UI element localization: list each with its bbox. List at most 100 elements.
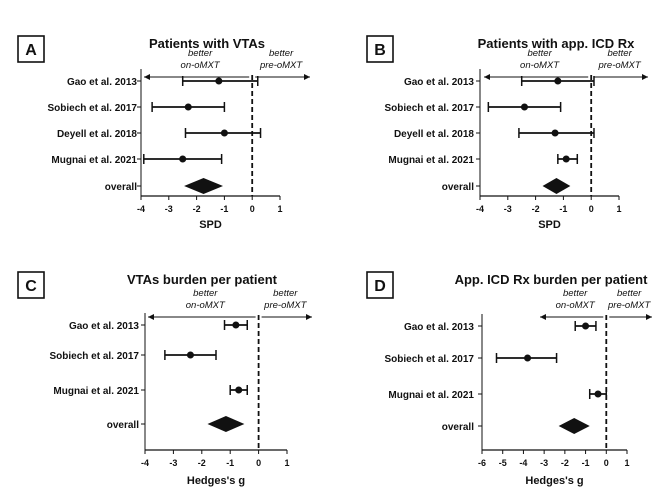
overall-diamond	[542, 178, 571, 194]
study-label: Mugnai et al. 2021	[53, 386, 139, 397]
x-tick-label: -2	[193, 204, 201, 214]
x-tick-label: -4	[476, 204, 484, 214]
annotation-right-line: pre-oMXT	[263, 300, 307, 311]
annotation-left-line: on-oMXT	[520, 60, 560, 71]
overall-label: overall	[442, 422, 474, 433]
x-tick-label: 1	[616, 204, 621, 214]
panel-title: VTAs burden per patient	[127, 272, 278, 287]
arrow-left-head	[484, 74, 490, 80]
study-label: Mugnai et al. 2021	[51, 155, 137, 166]
point-estimate	[186, 351, 194, 359]
panel-d: D App. ICD Rx burden per patientbetteron-…	[366, 271, 652, 487]
point-estimate	[554, 77, 562, 85]
study-label: Sobiech et al. 2017	[50, 351, 140, 362]
x-axis-label: SPD	[199, 219, 222, 231]
annotation-left-line: on-oMXT	[181, 60, 221, 71]
study-label: Gao et al. 2013	[404, 322, 474, 333]
annotation-right-line: better	[269, 48, 294, 59]
x-tick-label: -3	[540, 458, 548, 468]
annotation-left-line: better	[188, 48, 213, 59]
study-label: Sobiech et al. 2017	[385, 354, 475, 365]
annotation-left-line: better	[527, 48, 552, 59]
study-label: Mugnai et al. 2021	[388, 155, 474, 166]
arrow-left-head	[144, 74, 150, 80]
x-axis-label: Hedges's g	[187, 475, 245, 487]
point-estimate	[215, 77, 223, 85]
arrow-right-head	[304, 74, 310, 80]
x-tick-label: -6	[478, 458, 486, 468]
x-tick-label: -4	[137, 204, 145, 214]
annotation-right-line: better	[607, 48, 632, 59]
point-estimate	[184, 103, 192, 111]
annotation-right-line: pre-oMXT	[259, 60, 303, 71]
x-tick-label: -1	[559, 204, 567, 214]
panel-letter: A	[25, 42, 37, 59]
x-tick-label: 0	[256, 458, 261, 468]
panel-c: C VTAs burden per patientbetteron-oMXTbet…	[17, 271, 312, 487]
x-tick-label: 0	[604, 458, 609, 468]
point-estimate	[551, 129, 559, 137]
point-estimate	[179, 155, 187, 163]
x-tick-label: -4	[519, 458, 527, 468]
arrow-left-head	[148, 314, 154, 320]
annotation-left-line: on-oMXT	[556, 300, 596, 311]
annotation-left-line: better	[193, 288, 218, 299]
x-tick-label: -2	[532, 204, 540, 214]
point-estimate	[235, 386, 243, 394]
panel-title: Patients with VTAs	[149, 36, 265, 51]
x-tick-label: -1	[582, 458, 590, 468]
overall-diamond	[558, 418, 590, 434]
point-estimate	[520, 103, 528, 111]
x-tick-label: -1	[226, 458, 234, 468]
study-label: Sobiech et al. 2017	[48, 103, 138, 114]
point-estimate	[232, 321, 240, 329]
arrow-right-head	[642, 74, 648, 80]
annotation-left-line: better	[563, 288, 588, 299]
x-tick-label: 1	[624, 458, 629, 468]
arrow-right-head	[646, 314, 652, 320]
x-tick-label: -2	[198, 458, 206, 468]
panel-letter-box	[17, 271, 45, 299]
panel-letter: B	[374, 42, 386, 59]
point-estimate	[562, 155, 570, 163]
study-label: Deyell et al. 2018	[394, 129, 474, 140]
point-estimate	[220, 129, 228, 137]
study-label: Sobiech et al. 2017	[385, 103, 475, 114]
point-estimate	[582, 322, 590, 330]
overall-diamond	[207, 416, 245, 432]
study-label: Deyell et al. 2018	[57, 129, 137, 140]
overall-diamond	[184, 178, 224, 194]
study-label: Gao et al. 2013	[404, 77, 474, 88]
x-tick-label: -1	[220, 204, 228, 214]
panel-letter-box	[366, 35, 394, 63]
x-tick-label: 0	[589, 204, 594, 214]
panel-a: A Patients with VTAsbetteron-oMXTbetterpr…	[17, 35, 310, 231]
arrow-right-head	[306, 314, 312, 320]
x-tick-label: -3	[169, 458, 177, 468]
overall-label: overall	[107, 420, 139, 431]
annotation-right-line: pre-oMXT	[597, 60, 641, 71]
x-tick-label: -3	[165, 204, 173, 214]
panel-b: B Patients with app. ICD Rxbetteron-oMXTb…	[366, 35, 648, 231]
panel-letter-box	[366, 271, 394, 299]
annotation-right-line: pre-oMXT	[607, 300, 651, 311]
annotation-right-line: better	[273, 288, 298, 299]
point-estimate	[594, 390, 602, 398]
panel-title: Patients with app. ICD Rx	[478, 36, 636, 51]
x-tick-label: -2	[561, 458, 569, 468]
x-tick-label: 0	[250, 204, 255, 214]
x-tick-label: -5	[499, 458, 507, 468]
x-tick-label: 1	[284, 458, 289, 468]
x-axis-label: Hedges's g	[525, 475, 583, 487]
annotation-right-line: better	[617, 288, 642, 299]
x-tick-label: -3	[504, 204, 512, 214]
x-tick-label: -4	[141, 458, 149, 468]
arrow-left-head	[540, 314, 546, 320]
study-label: Gao et al. 2013	[69, 321, 139, 332]
overall-label: overall	[442, 182, 474, 193]
x-tick-label: 1	[277, 204, 282, 214]
annotation-left-line: on-oMXT	[186, 300, 226, 311]
point-estimate	[524, 354, 532, 362]
x-axis-label: SPD	[538, 219, 561, 231]
